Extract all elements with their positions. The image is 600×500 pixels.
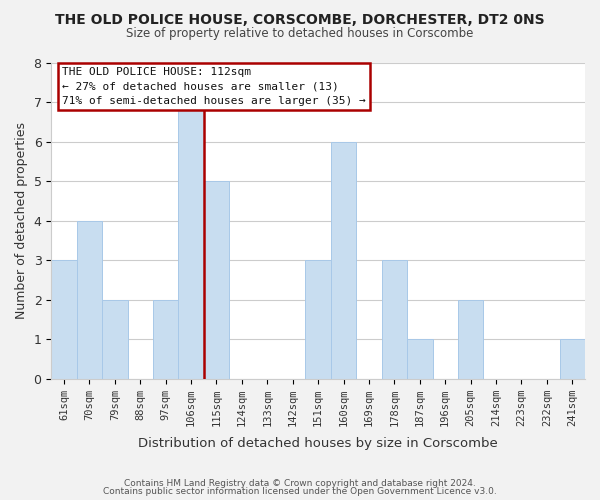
- Bar: [153, 300, 178, 378]
- Bar: [382, 260, 407, 378]
- Bar: [331, 142, 356, 378]
- Bar: [178, 102, 204, 378]
- Y-axis label: Number of detached properties: Number of detached properties: [15, 122, 28, 319]
- Bar: [560, 339, 585, 378]
- Bar: [51, 260, 77, 378]
- Bar: [305, 260, 331, 378]
- Bar: [458, 300, 484, 378]
- Bar: [77, 220, 102, 378]
- Bar: [407, 339, 433, 378]
- Bar: [204, 181, 229, 378]
- Text: Size of property relative to detached houses in Corscombe: Size of property relative to detached ho…: [127, 28, 473, 40]
- Text: THE OLD POLICE HOUSE: 112sqm
← 27% of detached houses are smaller (13)
71% of se: THE OLD POLICE HOUSE: 112sqm ← 27% of de…: [62, 67, 366, 106]
- X-axis label: Distribution of detached houses by size in Corscombe: Distribution of detached houses by size …: [138, 437, 498, 450]
- Bar: [102, 300, 128, 378]
- Text: Contains public sector information licensed under the Open Government Licence v3: Contains public sector information licen…: [103, 487, 497, 496]
- Text: THE OLD POLICE HOUSE, CORSCOMBE, DORCHESTER, DT2 0NS: THE OLD POLICE HOUSE, CORSCOMBE, DORCHES…: [55, 12, 545, 26]
- Text: Contains HM Land Registry data © Crown copyright and database right 2024.: Contains HM Land Registry data © Crown c…: [124, 478, 476, 488]
